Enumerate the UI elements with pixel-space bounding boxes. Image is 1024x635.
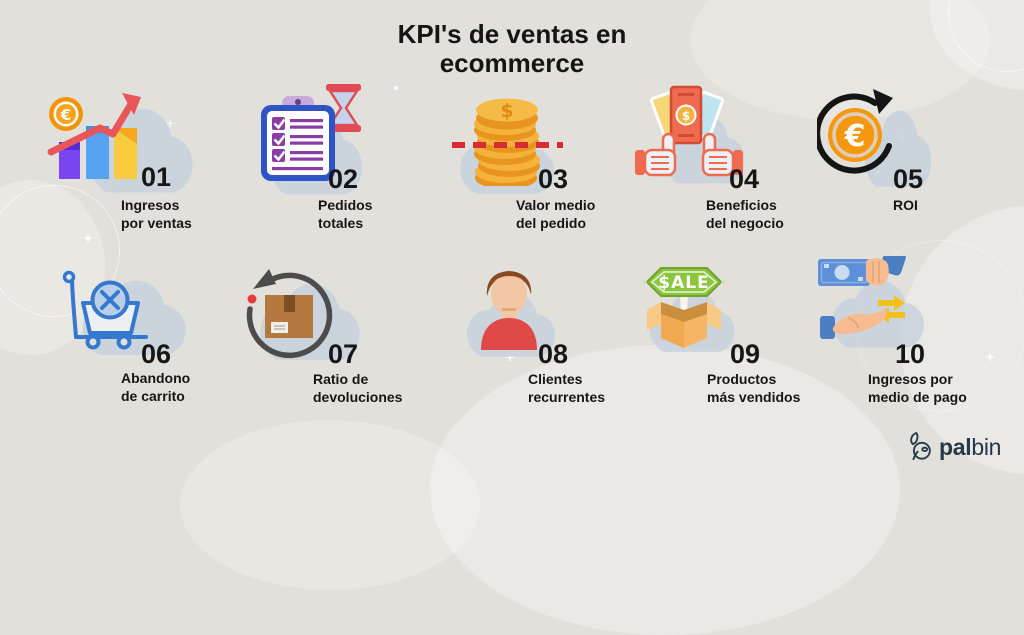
kpi-label: Ingresos por ventas (121, 197, 192, 231)
orders-clipboard-icon (261, 84, 361, 181)
plus-mark: + (84, 230, 93, 246)
kpi-label: Ingresos por medio de pago (868, 371, 967, 405)
kpi-label: Clientes recurrentes (528, 371, 606, 405)
kpi-number: 10 (895, 339, 926, 369)
brand-name: palbin (939, 434, 1001, 461)
kpi-label: ROI (893, 197, 918, 213)
abandoned-cart-icon (62, 270, 148, 350)
euro-symbol: € (60, 106, 71, 124)
kpi-number: 01 (141, 162, 172, 192)
returns-package-icon (246, 269, 333, 359)
dollar-symbol: $ (500, 100, 513, 122)
background-blob (180, 420, 480, 590)
palbin-logo: palbin (905, 431, 1001, 463)
cloud-shape (832, 280, 924, 348)
fish-icon (910, 431, 931, 461)
decor-dot (394, 86, 398, 90)
euro-symbol: € (844, 119, 866, 154)
kpi-number: 05 (893, 164, 924, 194)
sale-box-icon: $ALE (643, 267, 725, 348)
cloud-shape (864, 110, 932, 187)
kpi-label: Beneficios del negocio (706, 197, 784, 231)
plus-mark: + (986, 349, 995, 365)
brand-suffix: bin (971, 433, 1002, 460)
sale-text: $ALE (658, 273, 709, 293)
roi-euro-cycle-icon: € (817, 89, 893, 174)
customer-avatar-icon (481, 271, 537, 350)
kpi-number: 04 (729, 164, 760, 194)
kpi-number: 07 (328, 339, 359, 369)
kpi-number: 06 (141, 339, 172, 369)
dollar-symbol: $ (682, 109, 690, 123)
kpi-number: 09 (730, 339, 761, 369)
kpi-label: Ratio de devoluciones (313, 371, 403, 405)
plus-mark: + (166, 115, 175, 131)
kpi-label: Productos más vendidos (707, 371, 801, 405)
page-title: KPI's de ventas en ecommerce (397, 19, 627, 78)
kpi-label: Abandono de carrito (121, 370, 191, 404)
sales-bar-chart-icon: € (47, 93, 141, 179)
kpi-number: 08 (538, 339, 569, 369)
decor-circle-outline (0, 185, 120, 317)
background-blob (430, 345, 900, 635)
brand-prefix: pal (939, 433, 972, 460)
money-in-hands-icon: $ (635, 85, 743, 177)
coin-stack-icon: $ (452, 98, 563, 186)
plus-mark: + (506, 349, 515, 365)
kpi-number: 02 (328, 164, 359, 194)
payment-exchange-icon (818, 256, 906, 339)
kpi-number: 03 (538, 164, 569, 194)
kpi-label: Valor medio del pedido (516, 197, 596, 231)
kpi-label: Pedidos totales (318, 197, 373, 231)
